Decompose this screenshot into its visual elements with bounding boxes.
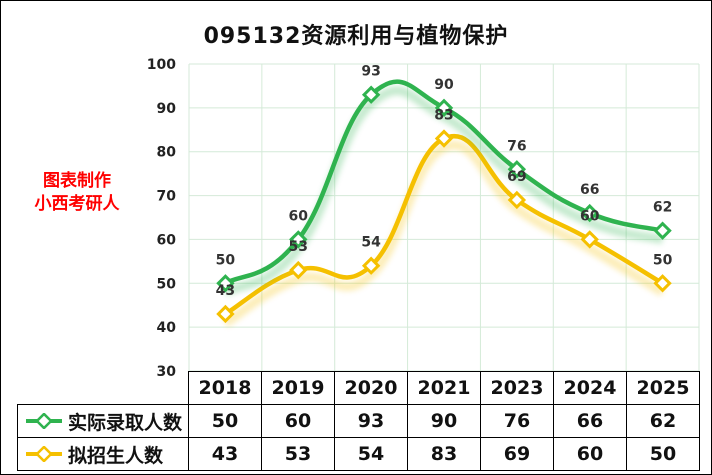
data-point: [653, 221, 672, 240]
legend-key-planned: [26, 446, 62, 462]
table-cell-value: 66: [553, 404, 627, 438]
y-tick-label: 50: [157, 276, 177, 292]
data-point: [289, 230, 308, 249]
data-label: 54: [361, 235, 381, 251]
data-table-row-actual: 实际录取人数 50 60 93 90 76 66 62: [17, 404, 700, 438]
data-label: 62: [653, 200, 672, 216]
data-point: [361, 85, 381, 104]
table-cell-value: 54: [334, 437, 408, 471]
data-label: 66: [580, 182, 599, 198]
data-label: 76: [507, 138, 526, 154]
category-label: 2025: [626, 371, 700, 405]
table-cell-value: 60: [553, 437, 627, 471]
data-point: [580, 203, 599, 223]
y-tick-label: 80: [157, 145, 177, 161]
category-label: 2024: [553, 371, 627, 405]
table-cell-value: 53: [261, 437, 335, 471]
watermark-line-1: 图表制作: [43, 171, 111, 191]
data-label: 50: [216, 252, 236, 268]
legend-entry-planned: 拟招生人数: [17, 437, 189, 471]
data-label: 60: [289, 208, 309, 224]
data-point: [434, 98, 454, 118]
table-cell-value: 69: [480, 437, 554, 471]
data-point: [507, 160, 527, 179]
data-table-row-planned: 拟招生人数 43 53 54 83 69 60 50: [17, 437, 700, 471]
category-label: 2019: [261, 371, 335, 405]
data-label: 50: [653, 252, 673, 268]
data-point: [507, 190, 527, 210]
y-tick-label: 90: [157, 101, 177, 117]
y-tick-label: 30: [157, 364, 177, 380]
data-label: 83: [434, 108, 453, 124]
category-label: 2021: [407, 371, 481, 405]
y-tick-label: 40: [157, 320, 177, 336]
data-point: [361, 256, 381, 275]
category-label: 2020: [334, 371, 408, 405]
data-point: [289, 260, 308, 280]
legend-key-actual: [26, 413, 62, 429]
data-table-corner: [18, 372, 189, 405]
table-cell-value: 60: [261, 404, 335, 438]
data-point: [653, 274, 672, 293]
data-table-header-row: 2018 2019 2020 2021 2023 2024 2025: [18, 371, 700, 405]
data-label: 90: [434, 77, 454, 93]
data-label: 93: [361, 64, 380, 80]
data-label: 69: [507, 169, 526, 185]
legend-entry-actual: 实际录取人数: [17, 404, 189, 438]
y-tick-label: 70: [157, 189, 177, 205]
data-point: [216, 304, 235, 324]
data-label: 60: [580, 208, 600, 224]
data-point: [580, 230, 599, 249]
table-cell-value: 83: [407, 437, 481, 471]
table-cell-value: 93: [334, 404, 408, 438]
watermark-text: 图表制作 小西考研人: [22, 170, 132, 216]
table-cell-value: 90: [407, 404, 481, 438]
table-cell-value: 50: [188, 404, 262, 438]
table-cell-value: 50: [626, 437, 700, 471]
data-label: 43: [216, 283, 235, 299]
legend-label-planned: 拟招生人数: [68, 444, 164, 467]
legend-label-actual: 实际录取人数: [68, 411, 183, 434]
y-tick-label: 60: [157, 232, 177, 248]
category-label: 2023: [480, 371, 554, 405]
chart-title: 095132资源利用与植物保护: [203, 24, 509, 49]
table-cell-value: 76: [480, 404, 554, 438]
watermark-line-2: 小西考研人: [34, 194, 120, 214]
table-cell-value: 62: [626, 404, 700, 438]
data-point: [434, 129, 454, 148]
data-table: 2018 2019 2020 2021 2023 2024 2025 实际录取人…: [17, 371, 700, 471]
series-shadow: [223, 140, 665, 327]
table-cell-value: 43: [188, 437, 262, 471]
category-label: 2018: [188, 371, 262, 405]
y-tick-label: 100: [147, 57, 176, 73]
data-point: [216, 274, 235, 293]
data-label: 53: [289, 239, 308, 255]
